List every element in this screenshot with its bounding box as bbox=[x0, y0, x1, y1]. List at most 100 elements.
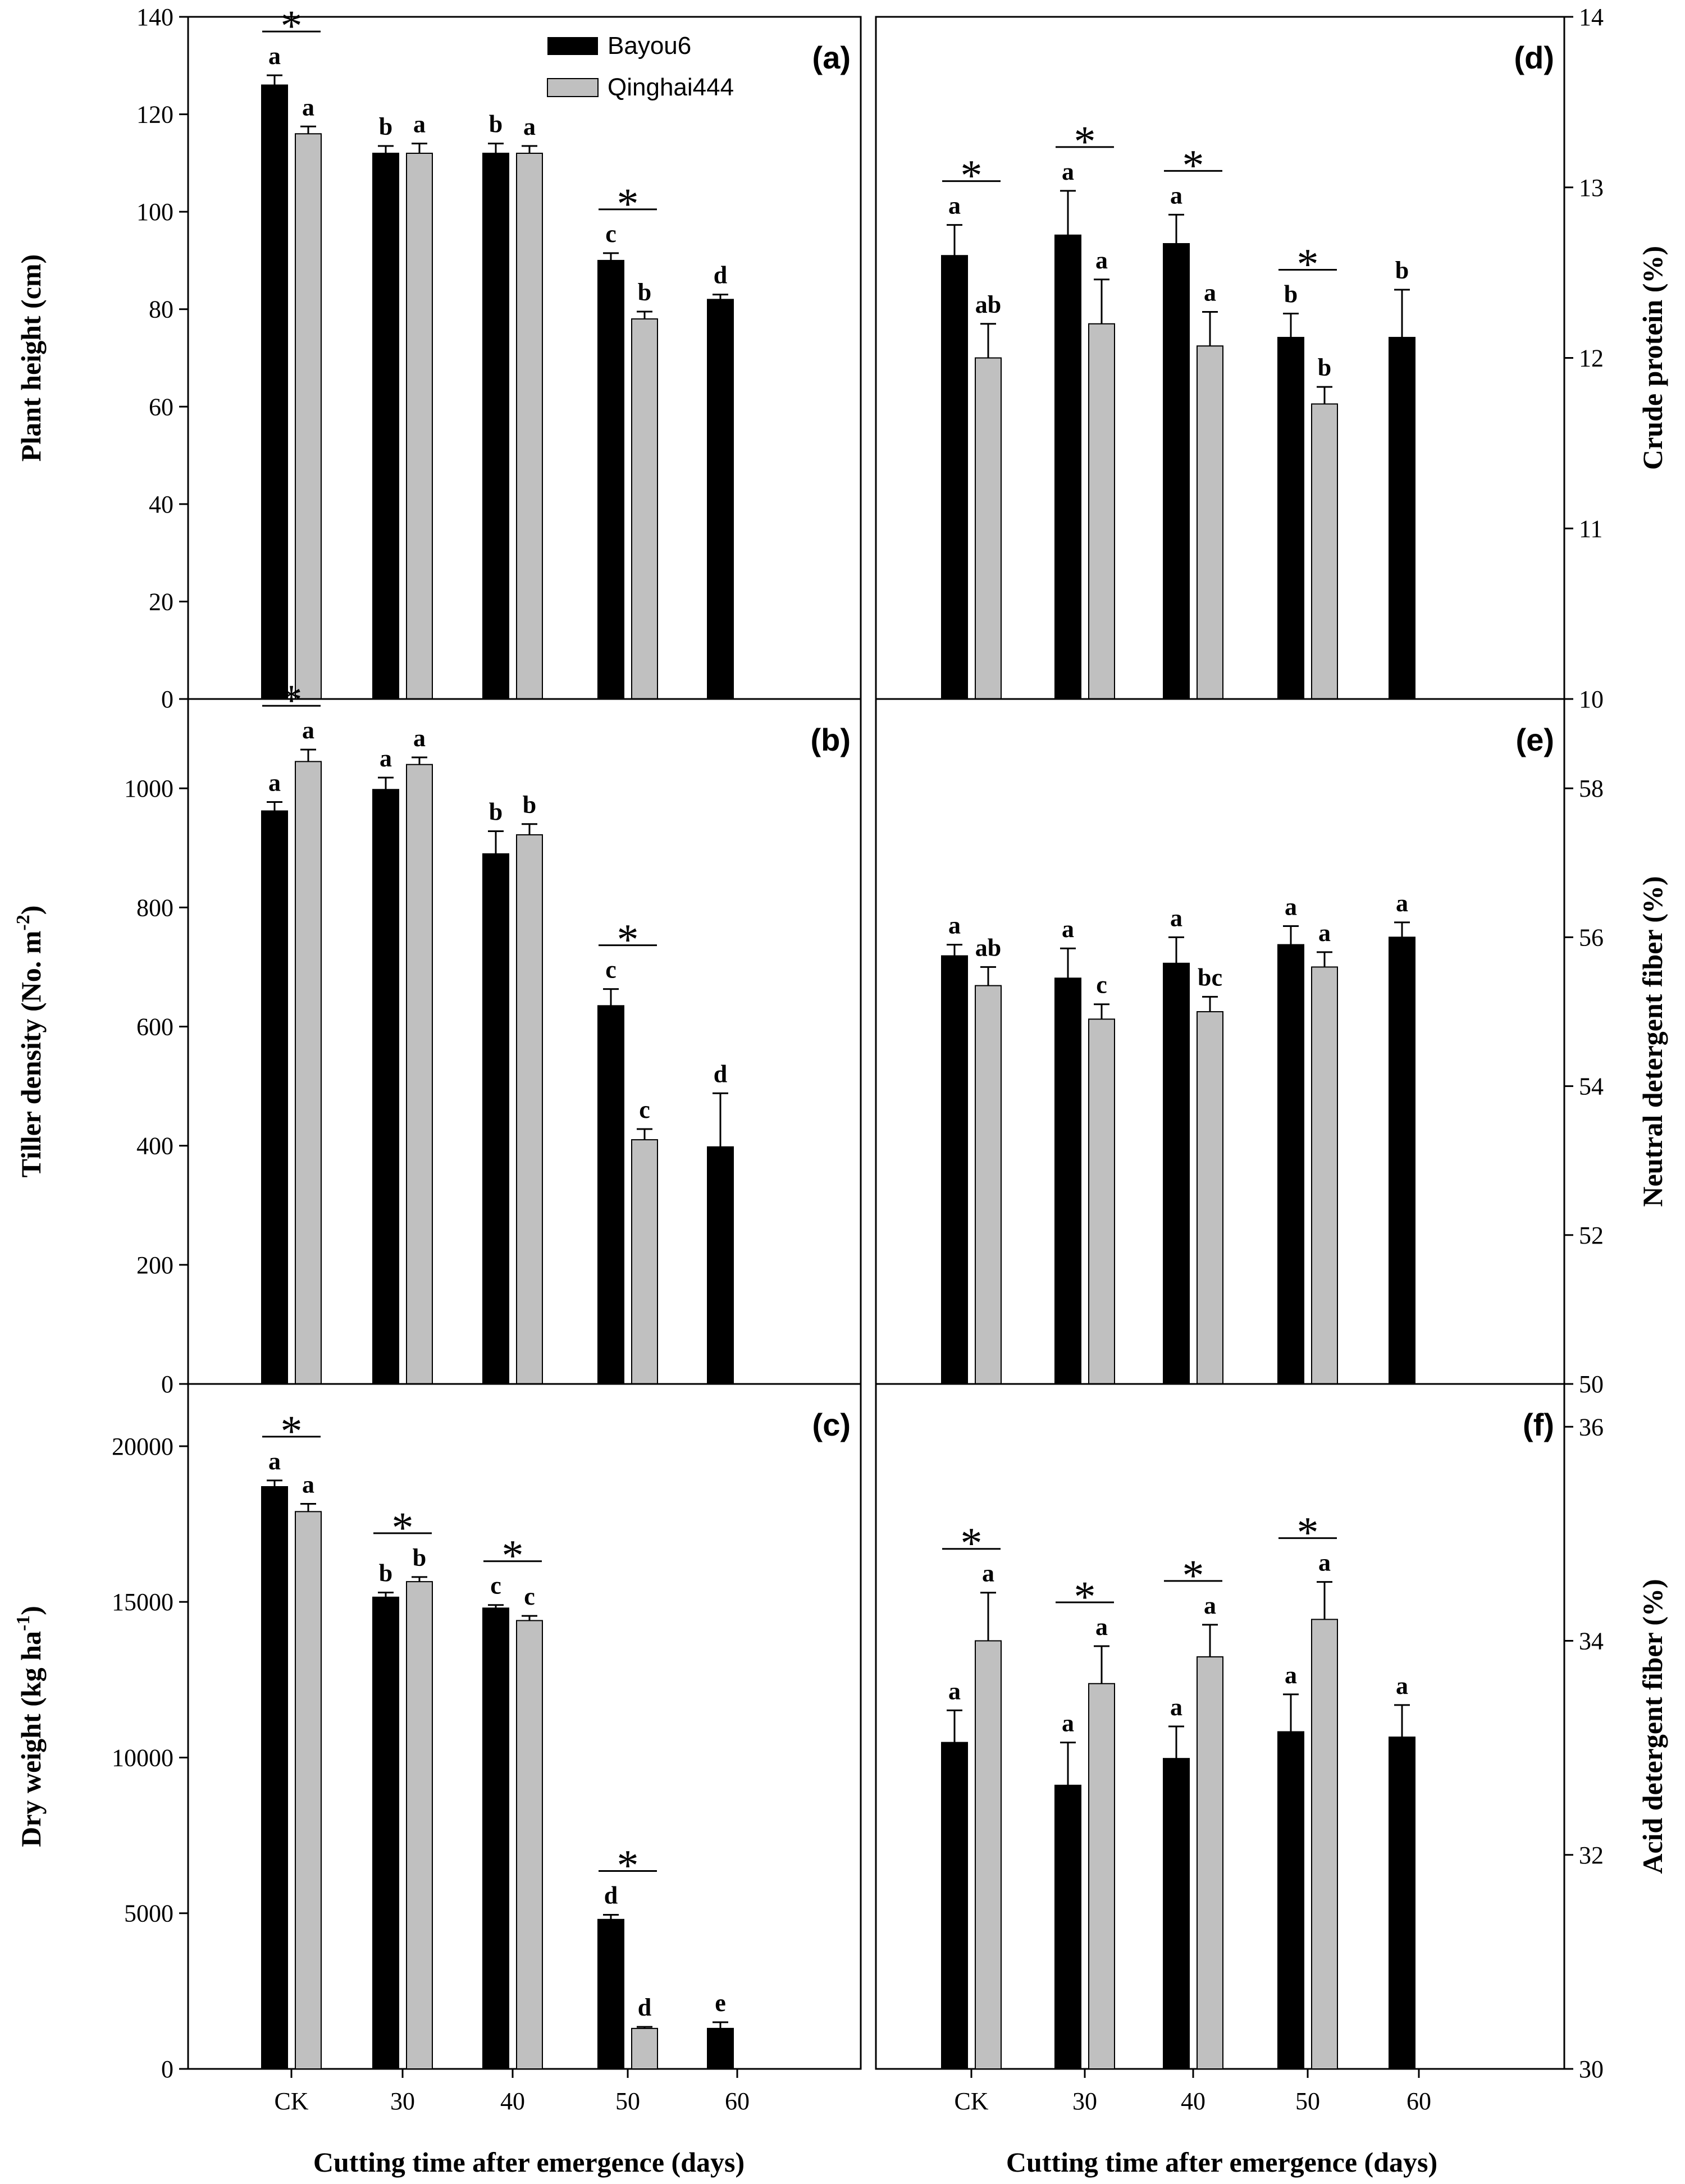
bar-d-bayou6-40 bbox=[1163, 243, 1190, 700]
sig-letter-c-0-0: a bbox=[268, 1447, 281, 1475]
panel-c-ytick-label: 10000 bbox=[112, 1744, 173, 1771]
significance-star-d-40: * bbox=[1182, 140, 1204, 189]
significance-star-f-CK: * bbox=[961, 1519, 983, 1568]
sig-letter-c-0-4: e bbox=[715, 1989, 726, 2017]
sig-letter-a-0-1: b bbox=[379, 113, 392, 140]
y-axis-title-sup: -2 bbox=[13, 915, 34, 930]
panel-c-ytick-label: 15000 bbox=[112, 1588, 173, 1616]
panel-a-label: (a) bbox=[812, 40, 851, 75]
panel-d-label: (d) bbox=[1514, 40, 1554, 75]
significance-star-c-30: * bbox=[392, 1503, 414, 1552]
sig-letter-d-0-2: a bbox=[1170, 181, 1182, 209]
bar-d-bayou6-CK bbox=[941, 255, 968, 700]
panel-a-ytick-label: 40 bbox=[149, 491, 173, 518]
panel-f-ytick-label: 30 bbox=[1579, 2055, 1604, 2083]
bar-e-qinghai444-50 bbox=[1311, 966, 1338, 1385]
panel-a-ytick-label: 140 bbox=[136, 3, 173, 31]
sig-letter-c-1-0: a bbox=[302, 1471, 314, 1498]
bar-f-bayou6-40 bbox=[1163, 1758, 1190, 2069]
significance-star-d-30: * bbox=[1074, 117, 1096, 166]
sig-letter-a-0-3: c bbox=[605, 220, 617, 248]
sig-letter-b-0-1: a bbox=[380, 744, 392, 772]
bar-a-bayou6-30 bbox=[372, 153, 399, 700]
bar-e-bayou6-30 bbox=[1054, 977, 1081, 1385]
sig-letter-f-0-2: a bbox=[1170, 1693, 1182, 1721]
sig-letter-c-1-2: c bbox=[524, 1583, 535, 1610]
sig-letter-e-0-3: a bbox=[1285, 893, 1297, 920]
legend-label-qinghai444: Qinghai444 bbox=[608, 74, 734, 101]
bar-f-qinghai444-40 bbox=[1197, 1656, 1223, 2069]
bar-b-bayou6-30 bbox=[372, 789, 399, 1385]
x-axis-title-right: Cutting time after emergence (days) bbox=[1006, 2146, 1437, 2178]
panel-d-ytick-label: 11 bbox=[1579, 515, 1602, 542]
panel-e-label: (e) bbox=[1516, 722, 1554, 757]
bar-b-bayou6-CK bbox=[261, 810, 288, 1385]
bar-c-bayou6-CK bbox=[261, 1486, 288, 2069]
sig-letter-f-0-1: a bbox=[1062, 1710, 1074, 1737]
sig-letter-b-0-4: d bbox=[714, 1060, 727, 1088]
bar-c-qinghai444-30 bbox=[406, 1581, 433, 2070]
panel-e-ytick-label: 54 bbox=[1579, 1073, 1604, 1100]
sig-letter-c-1-1: b bbox=[413, 1544, 426, 1571]
panel-d-y-axis-title: Crude protein (%) bbox=[1637, 246, 1668, 470]
y-axis-title-main: Crude protein (%) bbox=[1637, 246, 1668, 470]
sig-letter-a-0-2: b bbox=[489, 111, 503, 138]
panel-f-xtick-label: CK bbox=[954, 2087, 988, 2115]
sig-letter-e-1-3: a bbox=[1318, 919, 1331, 947]
bar-b-qinghai444-30 bbox=[406, 764, 433, 1385]
bar-b-qinghai444-40 bbox=[516, 834, 543, 1385]
panel-c-ytick-label: 5000 bbox=[124, 1900, 173, 1927]
sig-letter-a-1-2: a bbox=[523, 113, 536, 140]
bar-a-qinghai444-CK bbox=[295, 133, 322, 700]
sig-letter-c-0-2: c bbox=[490, 1572, 501, 1600]
panel-f-xtick-label: 40 bbox=[1181, 2087, 1205, 2115]
sig-letter-b-0-3: c bbox=[605, 956, 617, 984]
bar-b-bayou6-60 bbox=[707, 1146, 734, 1385]
panel-b-y-axis-title: Tiller density (No. m-2) bbox=[13, 906, 47, 1178]
panel-a-ytick-label: 100 bbox=[136, 198, 173, 226]
significance-star-c-50: * bbox=[617, 1841, 639, 1890]
panel-a-ytick-label: 20 bbox=[149, 588, 173, 615]
bar-a-qinghai444-50 bbox=[631, 318, 658, 700]
panel-e: 50 52 54 56 58 Neutral detergent fiber (%) (e)… bbox=[875, 698, 1668, 1398]
sig-letter-d-0-1: a bbox=[1062, 158, 1074, 185]
sig-letter-d-1-0: ab bbox=[975, 291, 1001, 318]
sig-letter-a-1-1: a bbox=[413, 111, 426, 138]
sig-letter-f-0-0: a bbox=[948, 1677, 961, 1705]
bar-a-qinghai444-40 bbox=[516, 153, 543, 700]
sig-letter-e-0-2: a bbox=[1170, 904, 1182, 931]
panel-d-ytick-label: 13 bbox=[1579, 174, 1604, 202]
sig-letter-f-1-2: a bbox=[1204, 1592, 1216, 1619]
sig-letter-c-0-1: b bbox=[379, 1560, 392, 1587]
significance-star-d-CK: * bbox=[961, 151, 983, 200]
sig-letter-e-0-1: a bbox=[1062, 915, 1074, 943]
sig-letter-e-1-0: ab bbox=[975, 934, 1001, 961]
panel-f-xtick-label: 60 bbox=[1407, 2087, 1431, 2115]
sig-letter-a-1-3: b bbox=[638, 278, 651, 306]
bar-b-qinghai444-CK bbox=[295, 761, 322, 1385]
legend: Bayou6 Qinghai444 bbox=[547, 32, 734, 101]
sig-letter-f-1-0: a bbox=[982, 1560, 994, 1587]
y-axis-title-main: Neutral detergent fiber (%) bbox=[1637, 876, 1668, 1207]
x-axis-title-left: Cutting time after emergence (days) bbox=[313, 2146, 745, 2178]
bar-e-qinghai444-30 bbox=[1088, 1018, 1115, 1385]
sig-letter-c-0-3: d bbox=[604, 1882, 618, 1909]
panel-b-ytick-label: 0 bbox=[161, 1370, 173, 1398]
sig-letter-a-0-0: a bbox=[268, 42, 281, 70]
bar-f-bayou6-50 bbox=[1277, 1731, 1304, 2069]
bar-b-qinghai444-50 bbox=[631, 1139, 658, 1385]
sig-letter-e-1-2: bc bbox=[1198, 963, 1222, 991]
y-axis-title-tail: ) bbox=[15, 906, 47, 915]
bar-d-qinghai444-30 bbox=[1088, 323, 1115, 700]
panel-f-ytick-label: 32 bbox=[1579, 1842, 1604, 1869]
panel-c-xtick-label: CK bbox=[274, 2087, 308, 2115]
panel-c-xtick-label: 40 bbox=[500, 2087, 525, 2115]
significance-star-d-50: * bbox=[1297, 240, 1319, 289]
bar-d-qinghai444-40 bbox=[1197, 345, 1223, 700]
panel-c-xtick-label: 50 bbox=[615, 2087, 640, 2115]
panel-b-ytick-label: 1000 bbox=[124, 775, 173, 802]
significance-star-f-40: * bbox=[1182, 1551, 1204, 1600]
sig-letter-f-1-3: a bbox=[1318, 1549, 1331, 1577]
